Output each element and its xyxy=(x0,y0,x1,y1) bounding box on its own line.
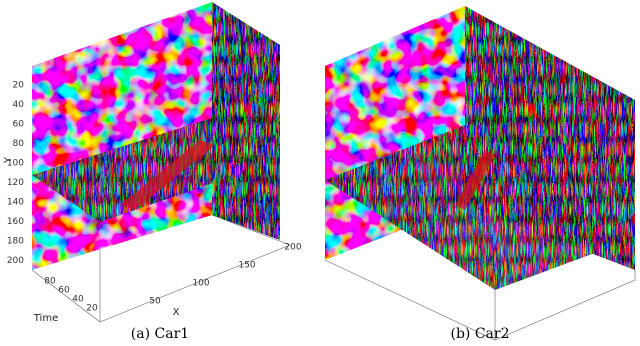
y-tick-label: 20 xyxy=(13,81,25,91)
y-axis-label: Y xyxy=(3,156,14,164)
y-tick-label: 140 xyxy=(7,198,24,208)
y-tick-label: 40 xyxy=(13,100,25,110)
x-tick-label: 50 xyxy=(149,297,161,307)
x-axis-label: X xyxy=(173,307,180,318)
y-tick-label: 100 xyxy=(7,159,24,169)
caption: (a) Car1 xyxy=(131,326,189,342)
y-tick-label: 80 xyxy=(13,139,25,149)
y-tick-label: 200 xyxy=(7,256,24,266)
side-face xyxy=(212,2,280,240)
y-tick-label: 160 xyxy=(7,217,24,227)
axes-box xyxy=(324,259,636,341)
volume-a xyxy=(32,2,280,270)
trajectory xyxy=(455,150,495,210)
x-tick-label: 100 xyxy=(192,279,209,289)
time-tick-label: 60 xyxy=(58,286,70,296)
x-tick-label: 150 xyxy=(238,261,255,271)
trajectory xyxy=(120,140,215,210)
time-axis-label: Time xyxy=(33,313,58,324)
y-tick-label: 60 xyxy=(13,120,25,130)
y-tick-label: 180 xyxy=(7,237,24,247)
y-tick-label: 120 xyxy=(7,178,24,188)
time-tick-label: 20 xyxy=(86,304,98,314)
volume-b xyxy=(325,6,635,290)
time-tick-label: 40 xyxy=(72,295,84,305)
time-tick-label: 80 xyxy=(44,277,56,287)
caption: (b) Car2 xyxy=(451,326,510,342)
x-tick-label: 200 xyxy=(284,243,301,253)
